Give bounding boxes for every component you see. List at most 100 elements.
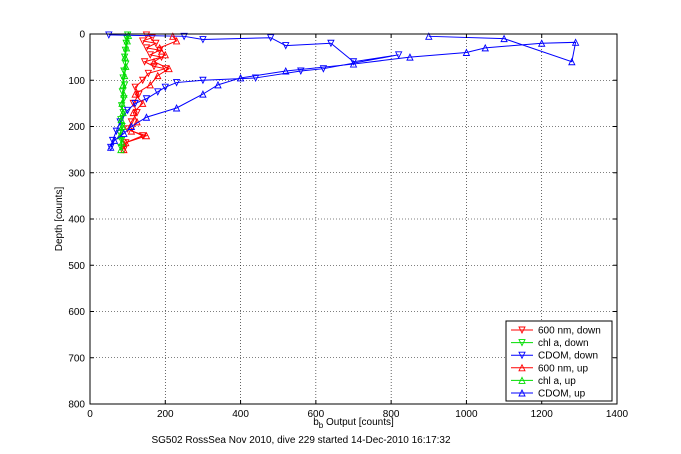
data-point xyxy=(119,108,127,117)
data-point xyxy=(172,79,181,87)
grid xyxy=(90,34,617,404)
series-line xyxy=(110,35,577,148)
data-point xyxy=(117,145,125,154)
series-layer xyxy=(105,31,580,154)
data-point xyxy=(118,138,126,147)
data-point xyxy=(110,136,119,144)
data-point xyxy=(117,143,125,152)
data-point xyxy=(481,43,489,52)
x-tick-label: 1000 xyxy=(455,409,478,420)
data-point xyxy=(106,143,115,151)
data-point xyxy=(122,138,130,147)
legend-entry: 600 nm, up xyxy=(538,363,588,374)
data-point xyxy=(120,90,128,98)
series-4 xyxy=(116,31,133,154)
series-5 xyxy=(106,32,580,151)
data-point xyxy=(120,71,129,80)
data-point xyxy=(120,129,128,137)
data-point xyxy=(154,71,162,80)
x-axis-label-subscript: b xyxy=(319,421,324,430)
legend-swatch-marker xyxy=(518,351,526,360)
data-point xyxy=(144,69,153,78)
legend-swatch-marker xyxy=(518,388,526,397)
series-line xyxy=(123,34,166,150)
y-tick-label: 600 xyxy=(68,307,85,318)
data-point xyxy=(266,34,275,42)
data-point xyxy=(571,38,580,46)
data-point xyxy=(148,34,156,42)
data-point xyxy=(161,83,170,92)
data-point xyxy=(500,34,508,43)
figure-caption: SG502 RossSea Nov 2010, dive 229 started… xyxy=(151,435,451,446)
data-point xyxy=(146,51,154,59)
data-point xyxy=(142,31,151,39)
x-tick-label: 600 xyxy=(308,409,325,420)
data-point xyxy=(214,80,222,89)
data-point xyxy=(127,122,136,130)
data-point xyxy=(537,39,546,47)
legend-entry: CDOM, down xyxy=(538,351,598,362)
data-point xyxy=(105,31,113,39)
data-point xyxy=(118,99,126,107)
data-point xyxy=(127,118,136,126)
data-point xyxy=(140,58,149,66)
legend-swatch-marker xyxy=(518,326,526,335)
data-point xyxy=(131,99,139,108)
data-point xyxy=(199,36,207,44)
legend-swatch-marker xyxy=(518,376,526,384)
data-point xyxy=(297,67,305,76)
x-tick-label: 200 xyxy=(157,409,174,420)
data-point xyxy=(172,103,181,112)
data-point xyxy=(129,108,138,117)
series-line xyxy=(108,34,399,148)
x-axis-label-main: b xyxy=(313,417,319,428)
y-tick-label: 700 xyxy=(68,353,85,364)
x-axis-label: bb Output [counts] xyxy=(313,417,394,430)
data-point xyxy=(119,80,127,89)
data-point xyxy=(138,99,147,107)
data-point xyxy=(349,58,358,66)
data-point xyxy=(150,57,158,66)
data-point xyxy=(116,129,124,138)
data-point xyxy=(117,115,125,124)
x-tick-label: 0 xyxy=(87,409,93,420)
data-point xyxy=(169,32,177,40)
data-point xyxy=(135,90,143,99)
y-tick-label: 0 xyxy=(79,30,85,41)
data-point xyxy=(146,80,154,89)
data-point xyxy=(154,88,162,96)
data-point xyxy=(199,90,207,98)
y-tick-label: 200 xyxy=(68,122,85,133)
x-tick-label: 400 xyxy=(232,409,249,420)
data-point xyxy=(406,53,414,61)
data-point xyxy=(122,43,131,52)
data-point xyxy=(142,44,151,52)
data-point xyxy=(251,74,260,82)
data-point xyxy=(112,127,121,136)
data-point xyxy=(155,43,164,52)
data-point xyxy=(124,31,133,39)
data-point xyxy=(319,65,328,73)
y-tick-label: 500 xyxy=(68,261,85,272)
ticks: 0 200 400 600 800 1000 1200 1400 0 100 200 300 400 50… xyxy=(68,30,628,421)
data-point xyxy=(118,122,127,130)
legend-entry: 600 nm, down xyxy=(538,326,601,337)
data-point xyxy=(131,90,139,98)
y-tick-label: 300 xyxy=(68,168,85,179)
legend-entry: CDOM, up xyxy=(538,389,586,400)
x-tick-label: 1200 xyxy=(531,409,554,420)
y-axis-label: Depth [counts] xyxy=(54,187,65,252)
data-point xyxy=(142,95,151,103)
data-point xyxy=(161,65,170,73)
x-tick-label: 800 xyxy=(383,409,400,420)
data-point xyxy=(425,32,433,40)
data-point xyxy=(131,83,139,92)
data-point xyxy=(161,50,170,59)
series-3 xyxy=(120,32,181,154)
data-point xyxy=(150,62,158,71)
data-point xyxy=(117,102,126,110)
series-line xyxy=(123,35,178,150)
data-point xyxy=(568,57,576,66)
data-point xyxy=(127,127,136,135)
